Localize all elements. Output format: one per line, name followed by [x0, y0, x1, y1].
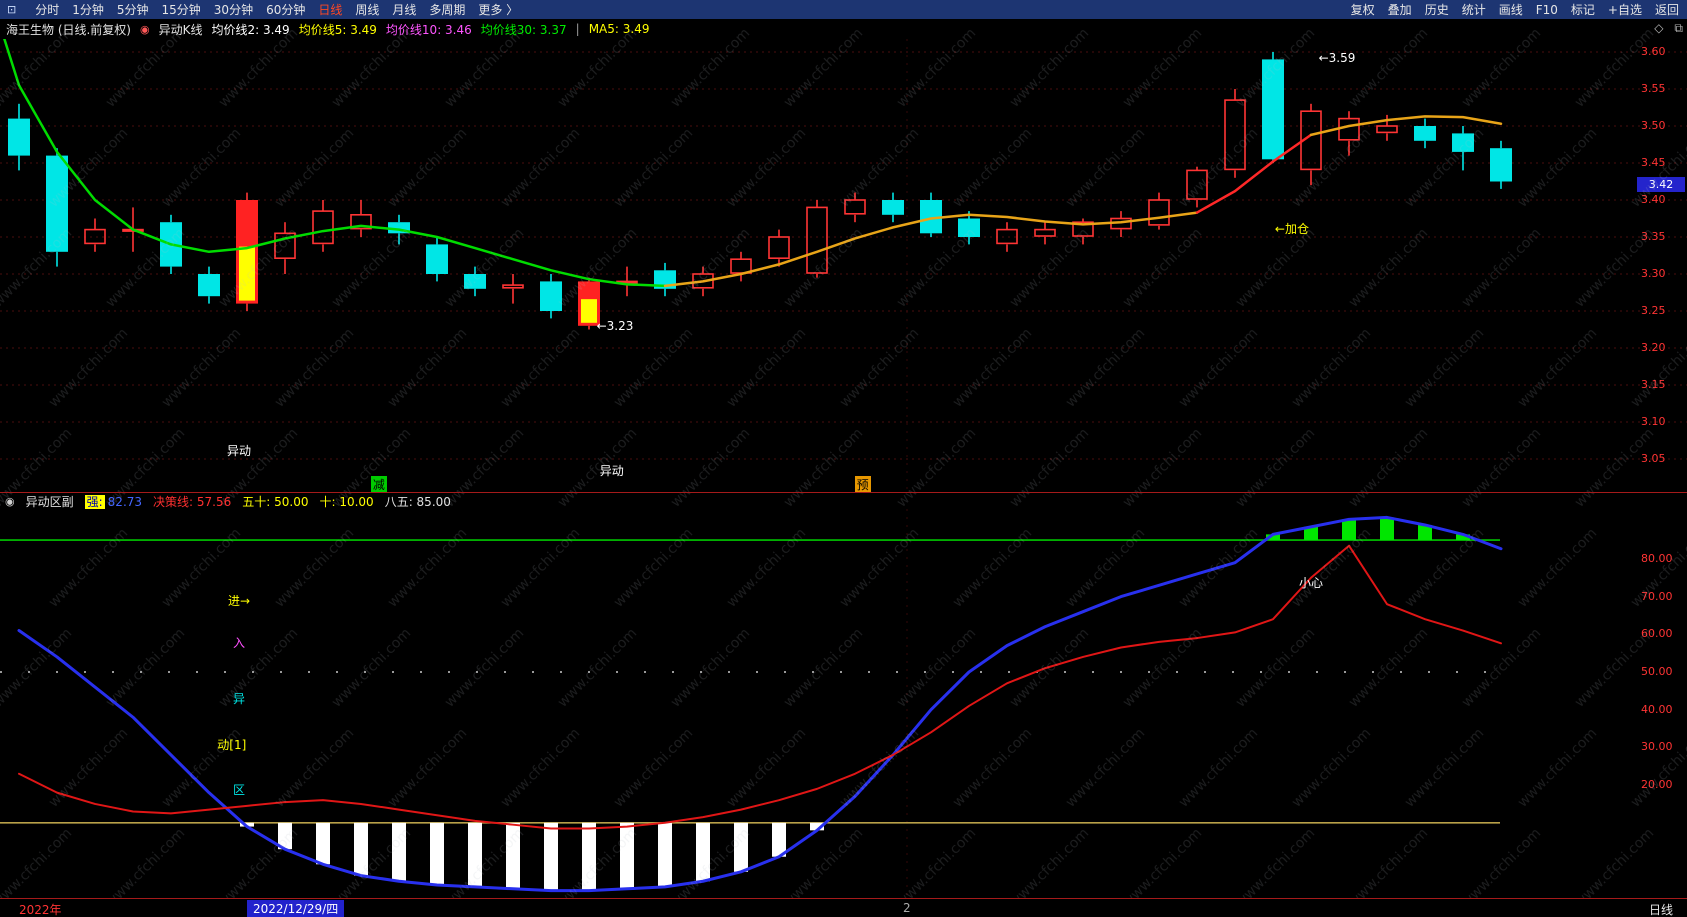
timeframe-item[interactable]: 1分钟	[72, 3, 104, 17]
sub-metric: 五十: 50.00	[242, 495, 309, 509]
action-item[interactable]: 历史	[1424, 3, 1449, 17]
price-axis-label: 3.30	[1641, 267, 1666, 280]
chart-annotation: 异动	[599, 464, 624, 479]
action-item[interactable]: 画线	[1498, 3, 1523, 17]
panel-window-icons: ◇ ⧉	[1654, 21, 1683, 36]
symbol-title: 海王生物 (日线.前复权)	[6, 22, 131, 37]
chart-annotation: ←3.23	[596, 319, 634, 334]
time-axis-bar: 2022年 2022/12/29/四 2 日线	[0, 898, 1687, 917]
sub-chart-panel[interactable]: 80.00 70.00 60.00 50.00 40.00 30.00 20.00 进→ 入异动…	[0, 509, 1687, 898]
price-axis-label: 3.45	[1641, 156, 1666, 169]
year-label: 2022年	[19, 903, 62, 917]
timeframe-item[interactable]: 分时	[35, 3, 60, 17]
chart-annotation: 异动	[227, 444, 252, 459]
price-axis-label: 3.40	[1641, 193, 1666, 206]
action-item[interactable]: 标记	[1570, 3, 1595, 17]
indicator-axis-label: 70.00	[1641, 589, 1673, 603]
indicator-axis-label: 60.00	[1641, 627, 1673, 641]
sub-metric: 强: 82.73	[84, 493, 143, 510]
ma-metric: 均价线30: 3.37	[480, 22, 567, 37]
main-price-chart[interactable]	[0, 39, 1687, 492]
chart-info-bar: 海王生物 (日线.前复权) ◉ 异动K线 均价线2: 3.49 均价线5: 3.4…	[0, 19, 1687, 39]
timeframe-item[interactable]: 月线	[392, 3, 417, 17]
sub-chart-annotation: 区	[233, 782, 246, 797]
sub-metric: 十: 10.00	[319, 495, 374, 509]
timeframe-item[interactable]: 5分钟	[116, 3, 149, 17]
timeframe-item[interactable]: 30分钟	[213, 3, 254, 17]
action-item[interactable]: +自选	[1607, 3, 1642, 17]
main-indicator-name: 异动K线	[158, 22, 203, 37]
action-item[interactable]: 返回	[1654, 3, 1679, 17]
timeframe-item[interactable]: 15分钟	[161, 3, 201, 17]
sub-chart-annotation: 异	[233, 692, 246, 707]
chart-annotation: ←3.59	[1318, 51, 1356, 66]
app-icon[interactable]: ⊡	[7, 3, 17, 16]
indicator-axis-label: 80.00	[1641, 551, 1673, 565]
price-axis-label: 3.15	[1641, 378, 1666, 391]
sub-indicator-icon[interactable]: ◉	[5, 495, 15, 508]
price-axis-label: 3.60	[1641, 45, 1666, 58]
action-item[interactable]: F10	[1535, 2, 1558, 17]
price-axis-label: 3.10	[1641, 415, 1666, 428]
indicator-icon[interactable]: ◉	[140, 22, 150, 36]
date-marker[interactable]: 2022/12/29/四	[247, 900, 345, 917]
sub-metric-value: 82.73	[107, 495, 143, 509]
panel-icon[interactable]: ⧉	[1674, 21, 1683, 35]
chart-annotation: 预	[854, 476, 871, 494]
sub-metric: 八五: 85.00	[384, 495, 451, 509]
timeframe-item[interactable]: 60分钟	[266, 3, 306, 17]
price-axis-label: 3.20	[1641, 341, 1666, 354]
ma-metric: 均价线2: 3.49	[211, 22, 290, 37]
ma-values: 均价线2: 3.49 均价线5: 3.49 均价线10: 3.46 均价线30: 3.…	[211, 21, 566, 38]
price-axis-label: 3.35	[1641, 230, 1666, 243]
sub-metric-label: 强:	[84, 495, 105, 509]
main-chart-panel[interactable]: 3.60 3.55 3.50 3.45 3.40 3.35 3.30 3.25 3.20 3.15…	[0, 39, 1687, 494]
timeframe-item[interactable]: 周线	[355, 3, 380, 17]
sub-indicator-chart[interactable]	[0, 509, 1687, 898]
timeframe-item[interactable]: 更多 〉	[478, 3, 519, 17]
period-label: 日线	[1648, 903, 1673, 917]
price-axis-label: 3.50	[1641, 119, 1666, 132]
indicator-axis-label: 30.00	[1641, 740, 1673, 754]
indicator-axis-label: 50.00	[1641, 665, 1673, 678]
price-axis-label: 3.25	[1641, 304, 1666, 317]
ma-metric: 均价线5: 3.49	[298, 22, 377, 37]
current-price-tag: 3.42	[1637, 177, 1685, 193]
timeframe-item[interactable]: 日线	[318, 3, 343, 17]
info-divider: |	[575, 22, 580, 36]
action-item[interactable]: 统计	[1461, 3, 1486, 17]
sub-metric: 决策线: 57.56	[153, 495, 232, 509]
timeframe-item[interactable]: 多周期	[429, 3, 466, 17]
sub-indicator-values: 强: 82.73 决策线: 57.56 五十: 50.00 十: 10.00 八五: 85…	[84, 493, 451, 510]
price-axis-label: 3.05	[1641, 452, 1666, 465]
sub-indicator-header: ◉ 异动区副 强: 82.73 决策线: 57.56 五十: 50.00 十: 10.0…	[0, 492, 1687, 510]
sub-chart-annotation: 动[1]	[217, 737, 247, 752]
timeframe-toolbar: ⊡ 分时 1分钟 5分钟 15分钟 30分钟 60分钟 日线 周线 月线 多周期 更多 〉 复权 叠加…	[0, 0, 1687, 19]
ma5-value: MA5: 3.49	[588, 22, 650, 36]
panel-icon[interactable]: ◇	[1654, 21, 1664, 35]
axis-tick-label: 2	[903, 901, 911, 915]
price-axis-label: 3.55	[1641, 82, 1666, 95]
sub-indicator-name: 异动区副	[25, 495, 74, 509]
action-item[interactable]: 叠加	[1387, 3, 1412, 17]
ma-metric: 均价线10: 3.46	[385, 22, 472, 37]
action-menu: 复权 叠加 历史 统计 画线 F10 标记 +自选 返回	[1351, 1, 1687, 18]
chart-annotation: ←加仓	[1274, 222, 1309, 237]
timeframe-menu: ⊡ 分时 1分钟 5分钟 15分钟 30分钟 60分钟 日线 周线 月线 多周期 更多 〉	[0, 1, 518, 18]
chart-annotation: 减	[370, 476, 387, 494]
action-item[interactable]: 复权	[1350, 3, 1375, 17]
indicator-axis-label: 40.00	[1641, 702, 1673, 716]
sub-chart-annotation: 入	[233, 635, 246, 650]
sub-chart-annotation: 小心	[1298, 575, 1324, 590]
sub-chart-annotation: 进→	[227, 594, 251, 609]
indicator-axis-label: 20.00	[1641, 778, 1673, 792]
